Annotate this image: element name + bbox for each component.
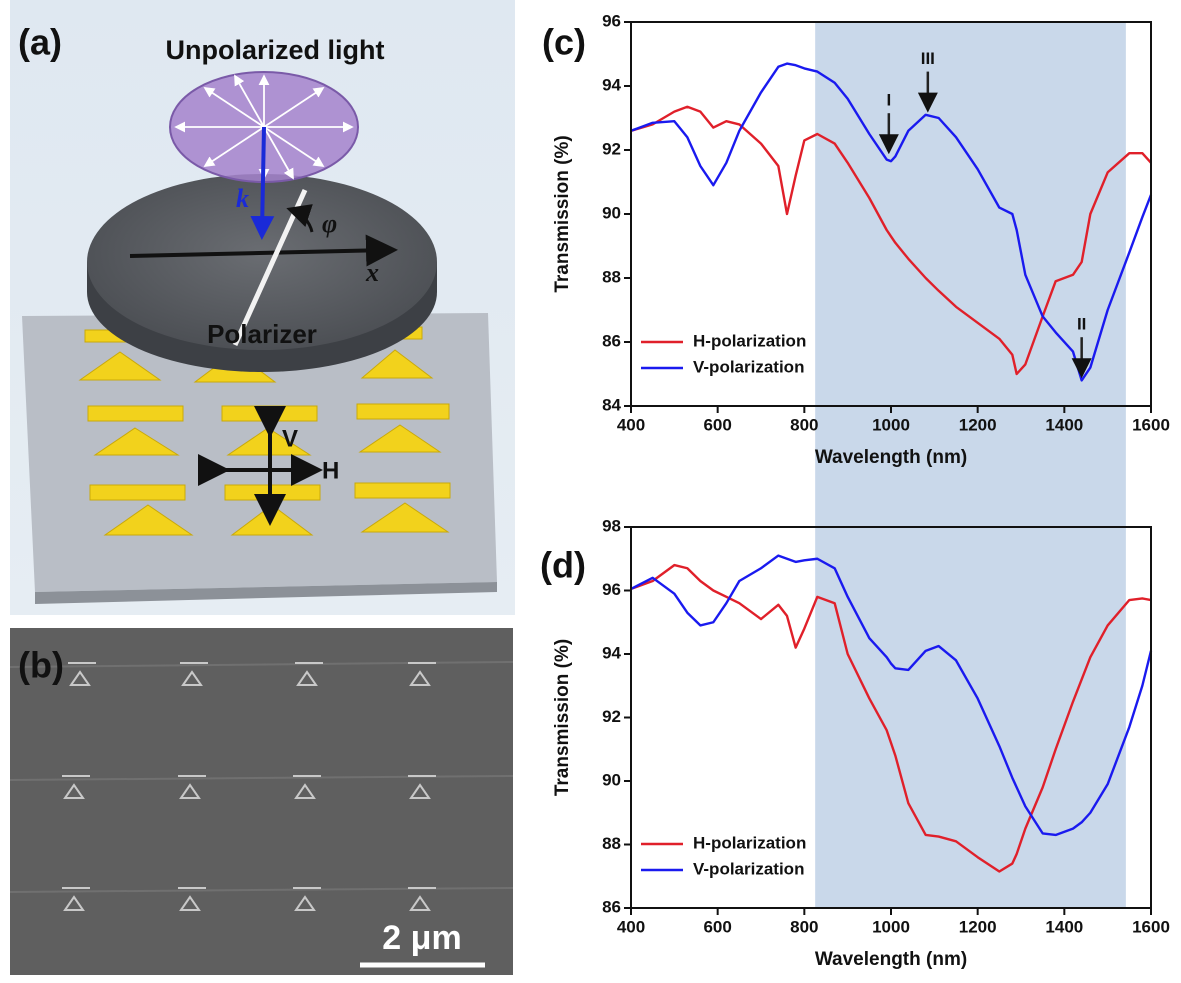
y-tick-label: 88	[602, 834, 621, 853]
data-line	[630, 62, 1153, 382]
x-tick-label: 400	[617, 415, 645, 434]
annotation-label: III	[921, 49, 935, 68]
annotation-label: II	[1077, 315, 1086, 334]
x-tick-label: 1400	[1045, 415, 1083, 434]
x-tick-label: 1200	[959, 917, 997, 936]
y-tick-label: 98	[602, 516, 621, 535]
x-axis-label: Wavelength (nm)	[815, 447, 967, 468]
substrate-edge	[35, 582, 497, 604]
chart: 400 600 800 1000 1200 1400 1600 86 88 90 92 94 96 98 W…	[552, 516, 1170, 970]
legend-label: V-polarization	[693, 357, 804, 376]
chart: 400 600 800 1000 1200 1400 1600 84 86 88 90 92 94 96 W…	[552, 11, 1170, 468]
data-line	[630, 554, 1153, 837]
polarizer-label: Polarizer	[207, 319, 317, 349]
x-label: x	[365, 258, 379, 287]
panel-a: V H φ x Polarizer k Unpolarized light (a…	[10, 0, 515, 615]
y-tick-label: 94	[602, 643, 621, 662]
phi-label: φ	[322, 209, 337, 238]
y-tick-label: 96	[602, 580, 621, 599]
y-axis-label: Transmission (%)	[552, 639, 573, 796]
y-tick-label: 84	[602, 395, 621, 414]
y-tick-label: 96	[602, 11, 621, 30]
panel-label: (a)	[18, 22, 62, 63]
y-tick-label: 92	[602, 707, 621, 726]
h-label: H	[322, 457, 339, 484]
legend-label: V-polarization	[693, 859, 804, 878]
y-tick-label: 86	[602, 897, 621, 916]
panel-label: (c)	[542, 22, 586, 63]
x-tick-label: 400	[617, 917, 645, 936]
x-tick-label: 600	[703, 415, 731, 434]
polarizer-disk	[87, 174, 437, 350]
y-tick-label: 90	[602, 203, 621, 222]
k-arrow	[250, 126, 275, 240]
panel-label: (b)	[18, 645, 64, 686]
x-tick-label: 800	[790, 917, 818, 936]
panel-label: (d)	[540, 545, 586, 586]
x-tick-label: 1000	[872, 917, 910, 936]
polarization-arrows	[174, 74, 354, 180]
x-tick-label: 1600	[1132, 917, 1170, 936]
x-tick-label: 1200	[959, 415, 997, 434]
x-tick-label: 1400	[1045, 917, 1083, 936]
light-label: Unpolarized light	[166, 35, 385, 65]
data-line	[630, 105, 1152, 376]
x-axis-arrow	[129, 234, 398, 267]
charts: 400 600 800 1000 1200 1400 1600 84 86 88 90 92 94 96 W…	[552, 11, 1170, 970]
sem-structures	[62, 662, 436, 911]
scale-bar-label: 2 μm	[382, 919, 461, 957]
y-tick-label: 86	[602, 331, 621, 350]
x-tick-label: 1000	[872, 415, 910, 434]
y-tick-label: 88	[602, 267, 621, 286]
x-axis-label: Wavelength (nm)	[815, 949, 967, 970]
y-tick-label: 94	[602, 75, 621, 94]
x-tick-label: 800	[790, 415, 818, 434]
x-tick-label: 1600	[1132, 415, 1170, 434]
y-tick-label: 92	[602, 139, 621, 158]
annotation-label: I	[886, 91, 891, 110]
shaded-region	[815, 22, 1126, 908]
panel-b: 2 μm (b)	[9, 628, 514, 975]
k-label: k	[236, 184, 249, 213]
legend-label: H-polarization	[693, 833, 806, 852]
x-tick-label: 600	[703, 917, 731, 936]
angle-arc	[286, 204, 314, 233]
v-label: V	[282, 425, 298, 452]
y-axis-label: Transmission (%)	[552, 135, 573, 292]
nanostructures	[78, 326, 451, 536]
legend-label: H-polarization	[693, 331, 806, 350]
y-tick-label: 90	[602, 770, 621, 789]
